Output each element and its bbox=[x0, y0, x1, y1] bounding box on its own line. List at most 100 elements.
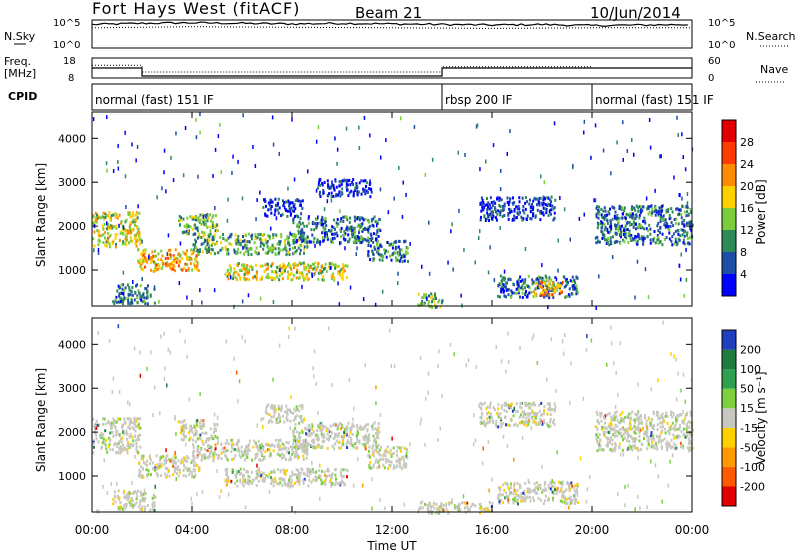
range-gate-cell bbox=[125, 437, 128, 441]
range-gate-cell bbox=[322, 275, 325, 278]
range-gate-cell bbox=[137, 450, 140, 454]
range-gate-cell bbox=[145, 296, 148, 300]
range-gate-cell bbox=[192, 445, 195, 449]
range-gate-cell bbox=[618, 442, 621, 446]
range-gate-cell bbox=[166, 261, 169, 265]
range-gate-cell bbox=[683, 293, 685, 298]
range-gate-cell bbox=[109, 448, 112, 452]
range-gate-cell bbox=[507, 213, 510, 217]
range-gate-cell bbox=[539, 210, 542, 214]
range-gate-cell bbox=[371, 425, 374, 428]
range-gate-cell bbox=[297, 215, 300, 219]
range-gate-cell bbox=[135, 425, 137, 428]
range-gate-cell bbox=[273, 213, 276, 217]
range-gate-cell bbox=[294, 250, 297, 254]
range-gate-cell bbox=[620, 419, 623, 423]
range-gate-cell bbox=[547, 305, 549, 310]
range-gate-cell bbox=[576, 291, 579, 295]
range-gate-cell bbox=[659, 220, 662, 224]
range-gate-cell bbox=[148, 253, 150, 257]
range-gate-cell bbox=[529, 217, 532, 221]
range-gate-cell bbox=[524, 207, 527, 211]
range-gate-cell bbox=[536, 412, 539, 416]
range-gate-cell bbox=[258, 449, 261, 452]
range-gate-cell bbox=[281, 248, 284, 252]
range-gate-cell bbox=[678, 435, 681, 439]
range-gate-cell bbox=[609, 448, 612, 452]
range-gate-cell bbox=[253, 439, 256, 443]
range-gate-cell bbox=[430, 296, 433, 300]
range-gate-cell bbox=[274, 438, 277, 442]
range-gate-cell bbox=[673, 242, 676, 246]
range-gate-cell bbox=[198, 451, 201, 455]
range-gate-cell bbox=[330, 198, 333, 203]
range-gate-cell bbox=[247, 293, 250, 298]
range-gate-cell bbox=[124, 446, 127, 450]
range-gate-cell bbox=[488, 415, 491, 419]
range-gate-cell bbox=[646, 447, 649, 451]
range-gate-cell bbox=[348, 227, 351, 231]
range-gate-cell bbox=[287, 251, 290, 255]
range-gate-cell bbox=[148, 461, 151, 465]
range-gate-cell bbox=[247, 253, 250, 257]
range-gate-cell bbox=[163, 148, 166, 153]
range-gate-cell bbox=[105, 447, 108, 451]
range-gate-cell bbox=[367, 236, 369, 240]
range-gate-cell bbox=[300, 446, 303, 450]
range-gate-cell bbox=[656, 224, 659, 228]
range-gate-cell bbox=[624, 216, 627, 220]
range-gate-cell bbox=[195, 135, 198, 140]
range-gate-cell bbox=[570, 481, 573, 485]
range-gate-cell bbox=[341, 269, 344, 273]
range-gate-cell bbox=[637, 411, 640, 415]
range-gate-cell bbox=[192, 251, 195, 255]
range-gate-cell bbox=[608, 430, 611, 434]
range-gate-cell bbox=[362, 189, 365, 193]
range-gate-cell bbox=[555, 277, 558, 282]
range-gate-cell bbox=[660, 154, 662, 159]
range-gate-cell bbox=[541, 422, 544, 426]
range-gate-cell bbox=[103, 440, 106, 444]
range-gate-cell bbox=[120, 221, 122, 225]
range-gate-cell bbox=[499, 416, 502, 420]
range-gate-cell bbox=[343, 269, 346, 273]
range-gate-cell bbox=[121, 507, 124, 511]
range-gate-cell bbox=[689, 221, 692, 225]
range-gate-cell bbox=[220, 241, 222, 245]
range-gate-cell bbox=[266, 262, 269, 266]
range-gate-cell bbox=[183, 419, 186, 422]
range-gate-cell bbox=[676, 241, 679, 245]
range-gate-cell bbox=[660, 444, 663, 448]
range-gate-cell bbox=[433, 299, 435, 303]
range-gate-cell bbox=[483, 206, 486, 210]
range-gate-cell bbox=[364, 424, 366, 428]
range-gate-cell bbox=[674, 237, 677, 241]
range-gate-cell bbox=[541, 263, 543, 268]
range-gate-cell bbox=[496, 212, 499, 216]
range-gate-cell bbox=[294, 234, 297, 237]
range-gate-cell bbox=[279, 419, 282, 423]
range-gate-cell bbox=[305, 224, 308, 228]
range-gate-cell bbox=[617, 220, 620, 224]
range-gate-cell bbox=[630, 445, 632, 449]
range-gate-cell bbox=[503, 488, 506, 492]
range-gate-cell bbox=[484, 424, 487, 428]
range-gate-cell bbox=[370, 466, 373, 470]
range-gate-cell bbox=[390, 460, 393, 464]
range-gate-cell bbox=[515, 292, 518, 296]
range-gate-cell bbox=[672, 232, 675, 236]
range-gate-cell bbox=[377, 460, 380, 464]
range-gate-cell bbox=[365, 239, 368, 243]
range-gate-cell bbox=[178, 468, 181, 472]
range-gate-cell bbox=[194, 428, 197, 432]
range-gate-cell bbox=[296, 476, 299, 480]
range-gate-cell bbox=[127, 298, 130, 302]
range-gate-cell bbox=[654, 205, 657, 209]
range-gate-cell bbox=[265, 275, 268, 279]
range-gate-cell bbox=[136, 296, 139, 300]
range-gate-cell bbox=[141, 268, 144, 272]
range-gate-cell bbox=[372, 232, 375, 236]
range-gate-cell bbox=[292, 429, 295, 433]
range-gate-cell bbox=[277, 468, 280, 471]
range-gate-cell bbox=[624, 218, 627, 222]
